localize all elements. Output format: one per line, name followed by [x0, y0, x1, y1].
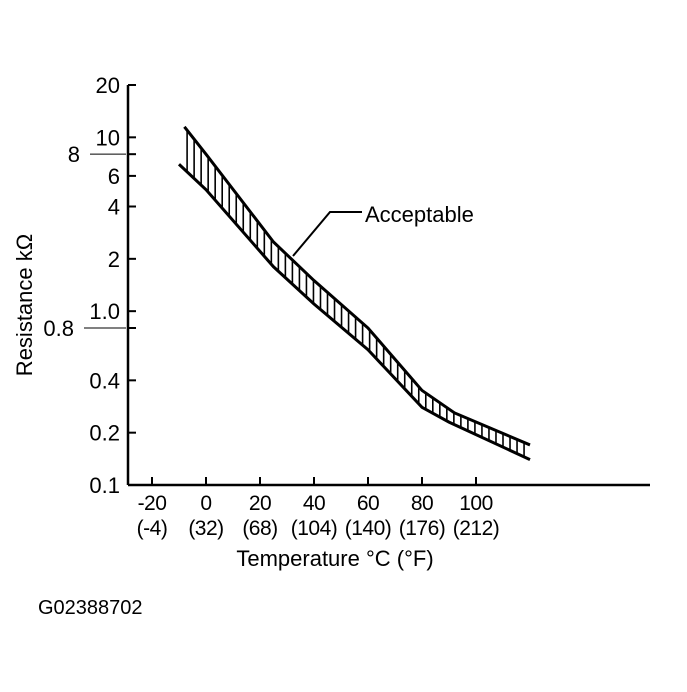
y-tick-label: 4 [108, 195, 120, 220]
x-tick-label-celsius: 20 [249, 492, 271, 515]
x-tick-label-celsius: 100 [459, 492, 493, 515]
x-tick-label-celsius: 0 [200, 492, 211, 515]
x-tick-label-fahrenheit: (104) [291, 517, 338, 540]
x-tick-label-fahrenheit: (-4) [137, 517, 168, 540]
lower-limit-line [177, 163, 531, 461]
figure-code: G02388702 [38, 597, 143, 619]
x-tick-label-celsius: 80 [411, 492, 433, 515]
y-tick-label: 0.2 [89, 421, 120, 446]
y-axis-label: Resistance kΩ [12, 234, 37, 376]
x-tick-label-fahrenheit: (68) [242, 517, 277, 540]
x-tick-label-celsius: 60 [357, 492, 379, 515]
x-tick-label-fahrenheit: (140) [345, 517, 392, 540]
y-tick-label: 20 [96, 73, 120, 98]
y-tick-label: 0.1 [89, 473, 120, 498]
annotation-acceptable: Acceptable [365, 202, 474, 227]
x-tick-label-celsius: -20 [138, 492, 167, 515]
upper-limit-line [183, 125, 531, 447]
y-tick-label: 0.4 [89, 368, 120, 393]
y-tick-label: 6 [108, 164, 120, 189]
x-tick-label-fahrenheit: (32) [188, 517, 223, 540]
y-tick-label: 10 [96, 125, 120, 150]
y-tick-label: 1.0 [89, 299, 120, 324]
y-tick-label: 8 [68, 142, 80, 167]
y-tick-label: 2 [108, 247, 120, 272]
x-tick-label-celsius: 40 [303, 492, 325, 515]
x-axis-label: Temperature °C (°F) [236, 546, 433, 571]
annotation-leader-line [292, 211, 362, 257]
x-tick-label-fahrenheit: (212) [453, 517, 500, 540]
y-tick-label: 0.8 [43, 316, 74, 341]
x-tick-label-fahrenheit: (176) [399, 517, 446, 540]
